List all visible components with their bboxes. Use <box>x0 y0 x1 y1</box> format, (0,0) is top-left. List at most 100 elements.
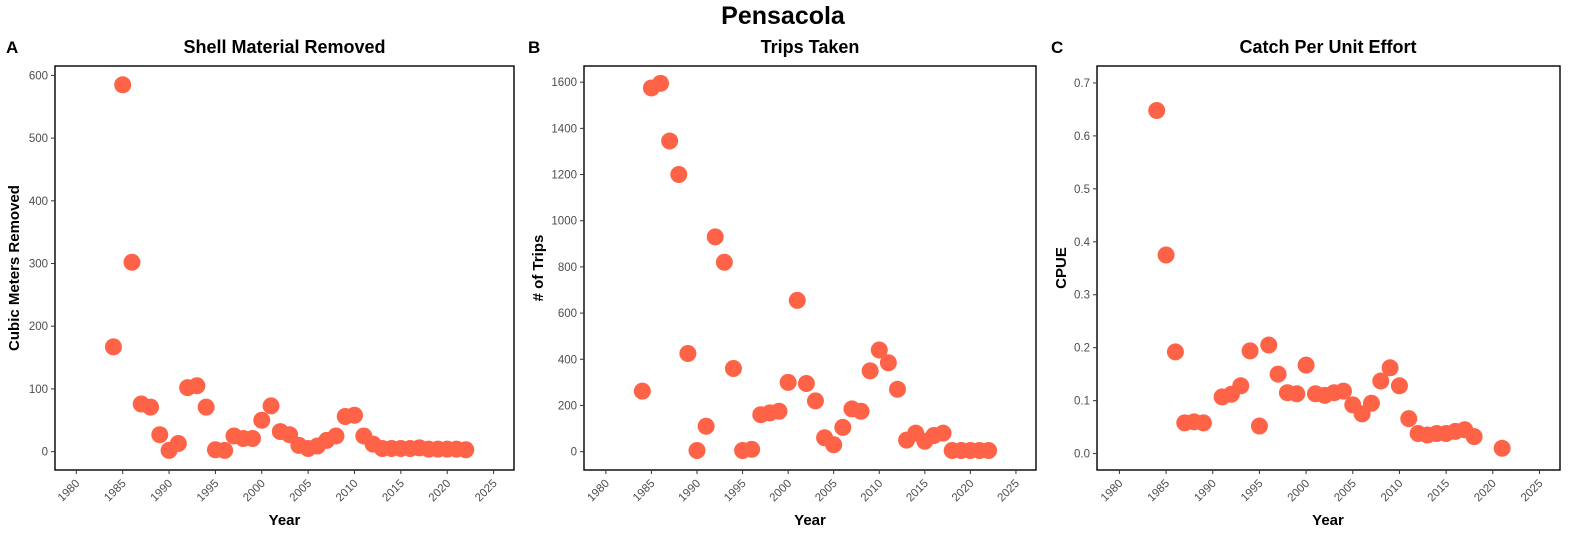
panel-c-y-tick-label: 0.2 <box>1074 343 1090 355</box>
panel-a-y-tick-label: 200 <box>29 321 48 333</box>
panel-c-plot-frame <box>1096 65 1561 471</box>
panel-c: C Catch Per Unit Effort Year CPUE 1980 19… <box>1051 37 1561 529</box>
panel-b-y-tick-label: 1400 <box>551 123 577 135</box>
panel-c-x-tick-label: 2015 <box>1426 478 1453 505</box>
panel-a-points <box>104 76 475 459</box>
panel-b-data-point <box>980 441 998 459</box>
panel-a-x-tick-label: 2025 <box>473 478 500 505</box>
panel-b-y-tick-label: 1000 <box>551 216 577 228</box>
panel-c-x-tick-label: 1985 <box>1146 478 1173 505</box>
panel-b-x-tick-label: 2000 <box>768 478 795 505</box>
panel-b-data-point <box>861 362 879 380</box>
panel-b-y-tick-label: 1200 <box>551 170 577 182</box>
panel-b-data-point <box>724 360 742 378</box>
panel-c-y-tick-label: 0.7 <box>1074 78 1090 90</box>
panel-b-points <box>633 74 998 459</box>
panel-c-data-point <box>1288 385 1306 403</box>
panel-c-title: Catch Per Unit Effort <box>1239 37 1416 57</box>
panel-b-y-ticks: 0 200 400 600 800 1000 1200 1400 1600 <box>551 77 584 459</box>
panel-c-x-ticks: 1980 1985 1990 1995 2000 2005 2010 2015 2020 2025 <box>1099 470 1546 504</box>
panel-b-y-tick-label: 0 <box>571 447 577 459</box>
panel-c-y-tick-label: 0.0 <box>1074 449 1090 461</box>
panel-c-x-tick-label: 2010 <box>1379 478 1406 505</box>
panel-a-y-tick-label: 100 <box>29 384 48 396</box>
panel-c-x-tick-label: 2000 <box>1286 478 1313 505</box>
panel-a-x-tick-label: 2015 <box>380 478 407 505</box>
panel-c-x-tick-label: 1990 <box>1192 478 1219 505</box>
panel-a-data-point <box>457 441 475 459</box>
panel-a-data-point <box>123 253 141 271</box>
panel-b-x-tick-label: 2015 <box>904 478 931 505</box>
panel-b-plot-frame <box>583 65 1037 471</box>
panel-a-y-tick-label: 0 <box>42 447 48 459</box>
panel-a-x-tick-label: 2005 <box>288 478 315 505</box>
panel-c-data-point <box>1250 417 1268 435</box>
panel-c-x-tick-label: 1980 <box>1099 478 1126 505</box>
panel-c-data-point <box>1381 359 1399 377</box>
panel-c-x-tick-label: 2020 <box>1472 478 1499 505</box>
panel-a-plot-frame <box>54 65 515 471</box>
panel-a-data-point <box>169 434 187 452</box>
panel-a-data-point <box>262 397 280 415</box>
panel-b-y-tick-label: 1600 <box>551 77 577 89</box>
panel-a-x-tick-label: 1980 <box>56 478 83 505</box>
panel-letter-b: B <box>528 38 540 57</box>
panel-b-data-point <box>852 402 870 420</box>
panel-a-x-ticks: 1980 1985 1990 1995 2000 2005 2010 2015 2020 2025 <box>56 470 500 504</box>
panel-a-data-point <box>104 338 122 356</box>
panel-c-data-point <box>1269 365 1287 383</box>
panel-c-y-tick-label: 0.6 <box>1074 131 1090 143</box>
panel-b-x-ticks: 1980 1985 1990 1995 2000 2005 2010 2015 2020 2025 <box>585 470 1022 504</box>
panel-b-y-tick-label: 200 <box>558 400 577 412</box>
panel-c-data-point <box>1166 343 1184 361</box>
panel-a-y-tick-label: 500 <box>29 133 48 145</box>
panel-b-x-tick-label: 2025 <box>995 478 1022 505</box>
panel-b-data-point <box>834 418 852 436</box>
panel-c-x-tick-label: 2025 <box>1519 478 1546 505</box>
panel-c-y-axis-label: CPUE <box>1053 247 1070 289</box>
panel-b-x-tick-label: 2010 <box>859 478 886 505</box>
panel-b-data-point <box>870 341 888 359</box>
panel-b-x-tick-label: 1990 <box>677 478 704 505</box>
panel-b-y-tick-label: 800 <box>558 262 577 274</box>
panel-b-data-point <box>670 166 688 184</box>
panel-b-data-point <box>743 440 761 458</box>
panel-c-x-axis-label: Year <box>1312 512 1344 529</box>
panel-a-x-tick-label: 1985 <box>102 478 129 505</box>
panel-a-y-axis-label: Cubic Meters Removed <box>6 185 23 351</box>
panel-a-y-ticks: 0 100 200 300 400 500 600 <box>29 70 55 459</box>
panel-a-data-point <box>346 406 364 424</box>
panel-c-y-tick-label: 0.3 <box>1074 290 1090 302</box>
panel-c-data-point <box>1390 377 1408 395</box>
panel-b-x-tick-label: 2020 <box>950 478 977 505</box>
panel-b-title: Trips Taken <box>761 37 860 57</box>
panel-c-y-tick-label: 0.1 <box>1074 396 1090 408</box>
panel-b-data-point <box>679 344 697 362</box>
panel-c-y-ticks: 0.0 0.1 0.2 0.3 0.4 0.5 0.6 0.7 <box>1074 78 1097 461</box>
panel-c-data-point <box>1297 356 1315 374</box>
panel-b-data-point <box>715 253 733 271</box>
panel-b-y-tick-label: 400 <box>558 354 577 366</box>
panel-a-title: Shell Material Removed <box>183 37 385 57</box>
panel-c-y-tick-label: 0.4 <box>1074 237 1091 249</box>
panel-a-x-tick-label: 2000 <box>241 478 268 505</box>
panel-c-data-point <box>1334 382 1352 400</box>
panel-b-x-tick-label: 2005 <box>813 478 840 505</box>
panel-b-y-axis-label: # of Trips <box>530 235 547 302</box>
panel-c-x-tick-label: 1995 <box>1239 478 1266 505</box>
panel-a-data-point <box>188 377 206 395</box>
panel-a-data-point <box>244 429 262 447</box>
panel-a-data-point <box>114 76 132 94</box>
panel-c-data-point <box>1157 246 1175 264</box>
panel-c-data-point <box>1232 377 1250 395</box>
panel-a-x-tick-label: 2020 <box>427 478 454 505</box>
panel-c-data-point <box>1400 410 1418 428</box>
panel-letter-c: C <box>1051 38 1063 57</box>
panel-a-y-tick-label: 300 <box>29 259 48 271</box>
panel-a-y-tick-label: 400 <box>29 196 48 208</box>
panel-c-data-point <box>1260 336 1278 354</box>
panel-c-data-point <box>1362 394 1380 412</box>
figure-title: Pensacola <box>721 2 846 30</box>
panel-b-data-point <box>652 74 670 92</box>
